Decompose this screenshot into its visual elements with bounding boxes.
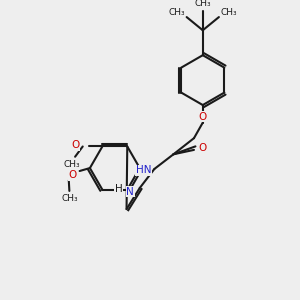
Text: CH₃: CH₃ bbox=[194, 0, 211, 8]
Text: O: O bbox=[71, 140, 79, 150]
Text: CH₃: CH₃ bbox=[221, 8, 238, 17]
Text: H: H bbox=[115, 184, 122, 194]
Text: N: N bbox=[127, 187, 134, 196]
Text: HN: HN bbox=[136, 165, 151, 176]
Text: O: O bbox=[199, 112, 207, 122]
Text: O: O bbox=[68, 170, 76, 180]
Text: CH₃: CH₃ bbox=[63, 160, 80, 169]
Text: O: O bbox=[198, 142, 206, 152]
Text: CH₃: CH₃ bbox=[61, 194, 78, 203]
Text: CH₃: CH₃ bbox=[168, 8, 185, 17]
